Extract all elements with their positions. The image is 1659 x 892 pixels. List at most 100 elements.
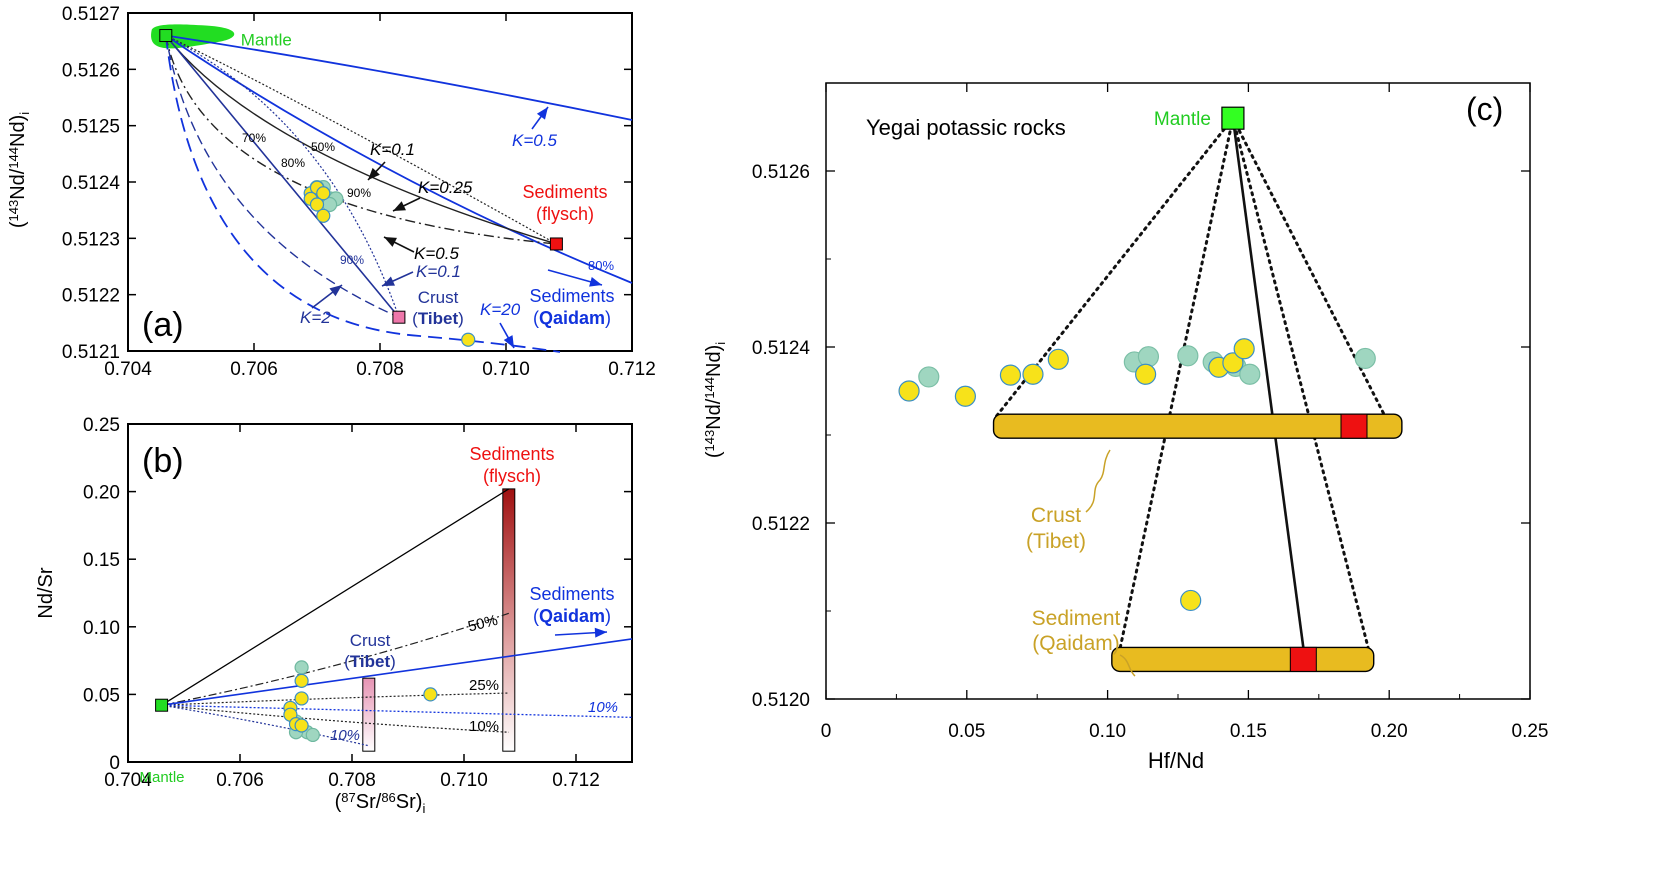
c-sample-yellow (1047, 348, 1069, 370)
b-pct-label: 25% (469, 677, 499, 694)
a-k-label-navy: K=0.1 (416, 262, 461, 281)
a-x-tick-label: 0.706 (230, 359, 278, 380)
b-y-axis-label: Nd/Sr (35, 567, 57, 618)
c-sediment-sub-label: (Qaidam) (1032, 632, 1120, 655)
a-sample-yellow (316, 208, 331, 223)
a-x-tick-label: 0.704 (104, 359, 152, 380)
b-sample-yellow (294, 691, 309, 706)
b-flysch-label: Sediments (469, 444, 554, 464)
c-sample-yellow (1022, 363, 1044, 385)
c-x-tick-label: 0.25 (1512, 721, 1549, 742)
c-sample-yellow (1135, 363, 1157, 385)
b-line-flysch-50 (161, 612, 509, 706)
a-k-arrow-head (384, 237, 397, 247)
b-line-qaidam (161, 638, 633, 707)
b-y-tick-label: 0.15 (83, 550, 120, 571)
a-k-label-blue: K=0.5 (512, 131, 557, 150)
b-y-tick-label: 0.20 (83, 483, 120, 504)
a-qaidam-label: Sediments (529, 286, 614, 306)
b-qaidam-sub-label: (Qaidam) (533, 606, 611, 626)
b-mantle-marker (155, 698, 169, 712)
c-crust-leader (1085, 449, 1111, 513)
b-qaidam-arrow-head (594, 627, 607, 638)
b-sample-teal (305, 727, 320, 743)
panel-a: 0.704 0.706 0.708 0.710 0.712 0.5121 0.5122 0.5… (6, 4, 656, 380)
c-sample-teal (1239, 363, 1261, 385)
a-y-tick-label: 0.5126 (62, 60, 120, 81)
a-k-arrow-head (393, 201, 406, 211)
c-title: Yegai potassic rocks (866, 115, 1066, 140)
b-x-tick-label: 0.712 (552, 770, 600, 791)
panel-b: 0.704 0.706 0.708 0.710 0.712 0 0.05 0.10 0.15 0.… (35, 415, 633, 816)
b-sample-yellow (294, 718, 309, 733)
a-pct-label: 90% (340, 253, 364, 267)
a-curve-flysch-k025 (165, 35, 557, 245)
a-pct-label: 50% (311, 140, 335, 154)
b-line-qaidam-10 (161, 704, 633, 719)
b-y-tick-label: 0.10 (83, 618, 120, 639)
a-k-label: K=0.25 (418, 178, 473, 197)
c-y-tick-label: 0.5126 (752, 162, 810, 183)
a-y-tick-label: 0.5123 (62, 229, 120, 250)
c-crust-sub-label: (Tibet) (1026, 530, 1086, 553)
b-y-tick-label: 0.25 (83, 415, 120, 436)
a-y-tick-label: 0.5124 (62, 173, 121, 194)
b-plot-frame (127, 423, 633, 763)
c-mixing-line (1231, 118, 1305, 648)
a-k-label-navy: K=2 (300, 308, 331, 327)
c-mantle-marker (1221, 106, 1245, 130)
c-x-axis-label: Hf/Nd (1148, 748, 1204, 773)
a-x-tick-label: 0.708 (356, 359, 404, 380)
a-mantle-marker (159, 29, 173, 43)
a-k-arrow-navy-head (382, 276, 395, 286)
a-k-arrow-blue-head (536, 107, 548, 120)
b-flysch-bar (502, 488, 516, 752)
a-flysch-sub-label: (flysch) (536, 204, 594, 224)
c-crust-label: Crust (1031, 504, 1081, 527)
a-pct-label: 70% (242, 131, 266, 145)
c-plot-frame (825, 82, 1531, 700)
b-pct-label: 10% (469, 718, 499, 735)
b-pct-label: 50% (466, 612, 499, 636)
b-x-axis-label: (87Sr/86Sr)i (335, 790, 426, 816)
c-panel-label: (c) (1466, 91, 1503, 127)
a-x-tick-label: 0.712 (608, 359, 656, 380)
a-qaidam-arrow-head (589, 276, 602, 287)
a-y-tick-label: 0.5121 (62, 342, 120, 363)
a-tibet-sub-label: (Tibet) (412, 309, 464, 328)
c-sample-yellow (1180, 589, 1202, 612)
b-y-tick-label: 0 (109, 753, 120, 774)
c-sediment-bar (1111, 646, 1375, 673)
a-pct-label: 80% (588, 258, 614, 273)
b-sample-teal (294, 660, 309, 675)
c-x-tick-label: 0 (821, 721, 832, 742)
c-sediment-label: Sediment (1032, 607, 1121, 630)
c-sample-yellow (1222, 352, 1244, 374)
a-pct-label: 90% (347, 186, 371, 200)
c-sample-yellow (898, 380, 920, 402)
a-k-arrow-head (368, 167, 380, 180)
a-y-axis-label: (143Nd/144Nd)i (6, 112, 32, 228)
b-x-tick-label: 0.706 (216, 770, 264, 791)
a-y-tick-label: 0.5127 (62, 4, 120, 25)
b-tibet-label: Crust (350, 631, 391, 650)
c-x-tick-label: 0.05 (948, 721, 985, 742)
a-y-tick-label: 0.5125 (62, 117, 120, 138)
c-y-tick-label: 0.5124 (752, 338, 811, 359)
a-curve-blue-k20 (164, 35, 561, 353)
a-curve-flysch-k01 (165, 34, 557, 245)
a-k-arrow-blue-head (503, 335, 514, 348)
a-pct-label: 80% (281, 156, 305, 170)
b-qaidam-label: Sediments (529, 584, 614, 604)
a-k-label: K=0.5 (414, 244, 459, 263)
c-crust-bar (992, 413, 1403, 439)
c-sediment-leader (1119, 654, 1136, 677)
c-envelope-line (1231, 116, 1370, 649)
a-panel-label: (a) (142, 306, 184, 344)
c-y-tick-label: 0.5120 (752, 690, 810, 711)
c-y-tick-label: 0.5122 (752, 514, 810, 535)
a-sample-yellow (461, 332, 476, 347)
c-sample-yellow (1233, 338, 1255, 360)
a-curve-tibet-k05 (165, 35, 400, 318)
